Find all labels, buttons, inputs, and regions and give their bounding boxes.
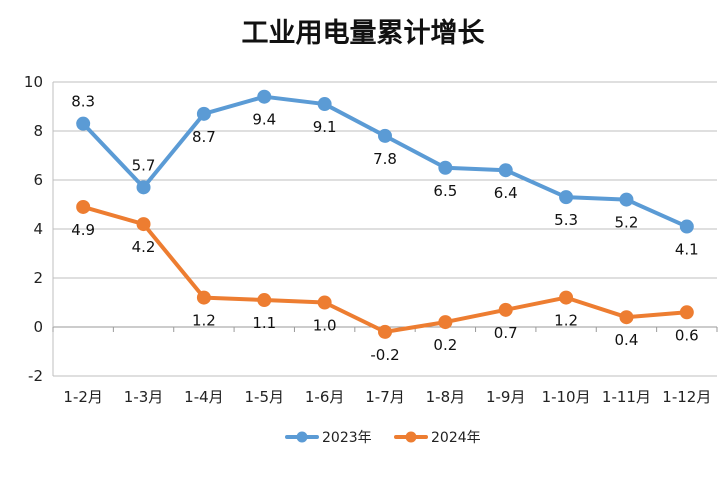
axes: 10 8 6 4 2 0 -2 1-2月 1-3月 1-4月 1-5月 1-6月 1-7月 1-8月 1-9… [24, 73, 718, 406]
y-tick-label: 8 [33, 122, 43, 140]
data-point [559, 190, 574, 205]
legend-label: 2023年 [322, 430, 372, 446]
x-tick-label: 1-2月 [63, 388, 103, 406]
x-tick-label: 1-8月 [426, 388, 466, 406]
data-point [257, 293, 272, 308]
data-point [257, 89, 272, 104]
data-point [136, 217, 151, 232]
chart-title: 工业用电量累计增长 [242, 17, 486, 49]
data-point [136, 180, 151, 195]
series-group [76, 89, 694, 339]
data-label: -0.2 [370, 346, 399, 364]
legend: 2023年 2024年 [285, 430, 481, 446]
data-label: 0.2 [433, 336, 457, 354]
data-label: 8.7 [192, 128, 216, 146]
data-point [196, 106, 211, 121]
data-label: 6.4 [494, 184, 518, 202]
legend-label: 2024年 [431, 430, 481, 446]
data-label: 6.5 [433, 182, 457, 200]
y-tick-label: 2 [33, 269, 43, 287]
data-label: 5.7 [132, 156, 156, 174]
data-label: 1.0 [313, 317, 337, 335]
x-tick-label: 1-12月 [662, 388, 711, 406]
data-point [559, 290, 574, 305]
data-point [679, 219, 694, 234]
x-tick-label: 1-9月 [486, 388, 526, 406]
data-point [619, 192, 634, 207]
data-label: 4.2 [132, 238, 156, 256]
y-tick-label: 4 [33, 220, 43, 238]
data-label: 1.1 [252, 314, 276, 332]
data-point [679, 305, 694, 320]
data-label: 1.2 [192, 312, 216, 330]
data-point [438, 160, 453, 175]
y-tick-label: -2 [28, 367, 43, 385]
legend-swatch-marker [296, 431, 308, 443]
series-line-2 [81, 204, 689, 334]
data-point [196, 290, 211, 305]
data-label: 7.8 [373, 150, 397, 168]
x-tick-label: 1-7月 [365, 388, 405, 406]
data-point [619, 310, 634, 325]
x-tick-label: 1-5月 [245, 388, 285, 406]
data-point [76, 116, 91, 131]
data-label: 4.1 [675, 241, 699, 259]
x-tick-label: 1-10月 [542, 388, 591, 406]
data-point [498, 302, 513, 317]
y-tick-label: 0 [33, 318, 43, 336]
data-label: 9.4 [252, 111, 276, 129]
data-labels: 8.3 5.7 8.7 9.4 9.1 7.8 6.5 6.4 5.3 5.2 4.1 4.9 4.2 1… [71, 93, 698, 364]
y-tick-label: 10 [24, 73, 43, 91]
data-label: 8.3 [71, 93, 95, 111]
data-point [317, 97, 332, 112]
y-tick-label: 6 [33, 171, 43, 189]
data-label: 5.3 [554, 211, 578, 229]
data-point [76, 199, 91, 214]
data-label: 0.6 [675, 326, 699, 344]
data-point [317, 295, 332, 310]
data-label: 9.1 [313, 118, 337, 136]
data-point [378, 324, 392, 339]
x-tick-label: 1-6月 [305, 388, 345, 406]
legend-swatch-marker [405, 431, 417, 443]
data-point [498, 163, 513, 178]
x-tick-label: 1-4月 [184, 388, 224, 406]
data-point [438, 315, 453, 330]
x-tick-label: 1-3月 [124, 388, 164, 406]
data-label: 0.4 [615, 331, 639, 349]
data-label: 5.2 [615, 214, 639, 232]
data-point [378, 128, 392, 143]
x-tick-label: 1-11月 [602, 388, 651, 406]
data-label: 0.7 [494, 324, 518, 342]
data-label: 1.2 [554, 312, 578, 330]
data-label: 4.9 [71, 221, 95, 239]
